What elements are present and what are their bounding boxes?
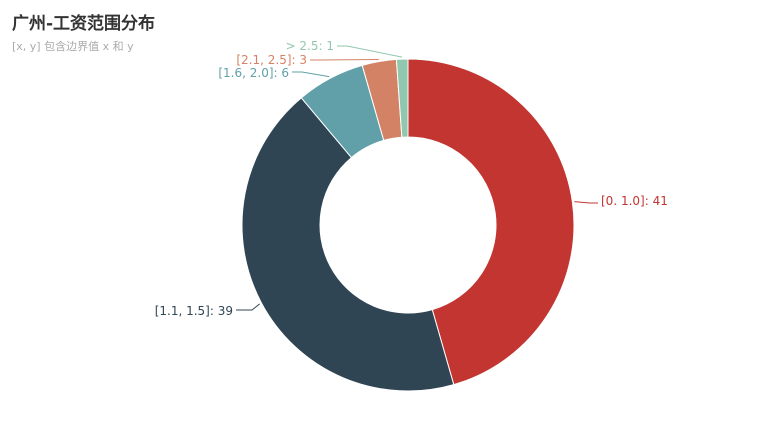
slice-1-label: [0. 1.0]: 41 bbox=[601, 194, 668, 208]
slice-1-leader-line bbox=[574, 201, 598, 204]
slice-3-leader-line bbox=[292, 71, 330, 78]
slice-2-label: [1.1, 1.5]: 39 bbox=[155, 304, 233, 318]
slice-3-label: [1.6, 2.0]: 6 bbox=[218, 66, 289, 80]
slice-1[interactable] bbox=[407, 58, 575, 386]
slice-5-leader-line bbox=[337, 45, 403, 58]
slice-5[interactable] bbox=[395, 58, 409, 138]
slice-5-label: > 2.5: 1 bbox=[286, 39, 334, 53]
chart-subtitle: [x, y] 包含边界值 x 和 y bbox=[12, 40, 134, 53]
slice-2-leader-line bbox=[236, 303, 260, 311]
chart-title: 广州-工资范围分布 bbox=[12, 14, 156, 34]
slice-4-label: [2.1, 2.5]: 3 bbox=[236, 53, 307, 67]
slice-2[interactable] bbox=[241, 97, 455, 392]
